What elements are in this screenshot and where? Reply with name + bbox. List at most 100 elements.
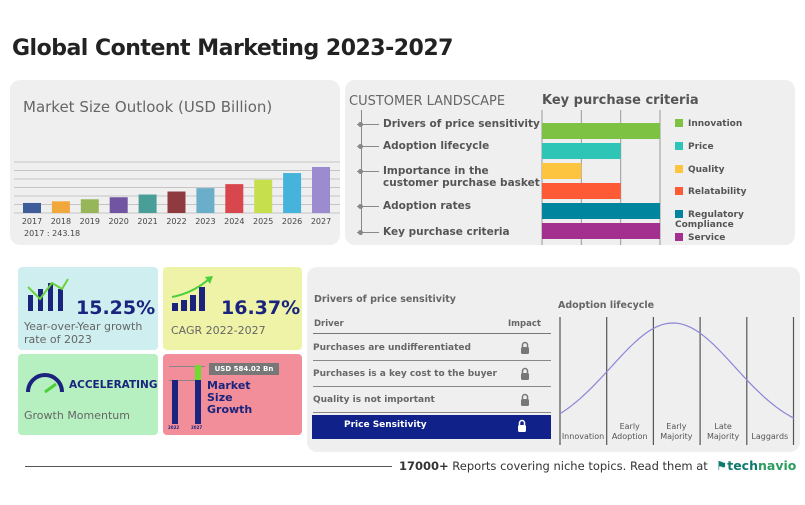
driver-label: Purchases are undifferentiated [313, 343, 471, 353]
bar-2027-growth [195, 365, 201, 380]
tree-branch [357, 146, 379, 147]
kpc-bar-regulatory-compliance [542, 203, 660, 219]
market-size-title: Market Size Outlook (USD Billion) [23, 98, 273, 116]
year-label: 2026 [281, 217, 303, 226]
bar-2024 [225, 184, 244, 213]
price-sensitivity-label: Price Sensitivity [344, 420, 427, 430]
bar-2022 [167, 191, 186, 213]
logo-part: tech [727, 458, 758, 473]
driver-label: Purchases is a key cost to the buyer [313, 369, 497, 379]
header-divider [313, 333, 551, 334]
year-label: 2019 [79, 217, 100, 226]
kpc-bar-service [542, 223, 660, 239]
bar-2025 [254, 179, 273, 213]
tree-node [358, 144, 363, 149]
stage-label: Innovation [561, 432, 605, 441]
tree-node [358, 169, 363, 174]
momentum-label: Growth Momentum [24, 409, 130, 422]
tree-node [358, 122, 363, 127]
lock-icon [521, 367, 529, 380]
lock-icon [521, 341, 529, 354]
stage-label: Laggards [751, 432, 789, 441]
bar-2017 [23, 202, 41, 213]
legend-swatch [675, 164, 683, 173]
year-label: 2023 [195, 217, 216, 226]
driver-row: Purchases are undifferentiated [313, 335, 551, 361]
cagr-card: 16.37% CAGR 2022-2027 [163, 267, 302, 350]
year-label: 2018 [50, 217, 72, 226]
lock-icon [518, 419, 526, 432]
legend-swatch [675, 119, 683, 127]
legend-label: Regulatory Compliance [675, 210, 744, 231]
price-sensitivity-row: Price Sensitivity [312, 415, 551, 439]
customer-landscape-item: Adoption rates [383, 200, 471, 212]
report-count: 17000+ [399, 459, 449, 473]
momentum-value: ACCELERATING [69, 379, 158, 391]
kpc-bar-relatability [542, 183, 621, 199]
bar-2027 [312, 167, 330, 213]
legend-label: Quality [688, 164, 725, 175]
cagr-label: CAGR 2022-2027 [171, 324, 266, 337]
yoy-label: Year-over-Year growth rate of 2023 [24, 320, 143, 346]
logo-flag-icon: ⚑ [716, 458, 728, 473]
yoy-value: 15.25% [76, 297, 156, 319]
bar-2020 [109, 197, 128, 213]
driver-row: Purchases is a key cost to the buyer [313, 361, 551, 387]
legend-item: Service [675, 233, 725, 243]
year-label: 2027 [310, 217, 332, 226]
legend-label: Relatability [688, 187, 747, 198]
year-label: 2025 [253, 217, 274, 226]
col-impact: Impact [508, 319, 541, 329]
year-end-label: 2027 [191, 425, 203, 430]
year-label: 2021 [137, 217, 158, 226]
legend-item: Innovation [675, 119, 742, 129]
legend-item: Price [675, 141, 714, 152]
legend-swatch [675, 141, 683, 150]
legend-swatch [675, 210, 683, 219]
market-growth-card: 2022 2027 USD 584.02 Bn Market Size Grow… [163, 354, 302, 435]
customer-landscape-item: Key purchase criteria [383, 226, 510, 238]
year-label: 2017 [21, 217, 43, 226]
kpc-bar-quality [542, 163, 582, 179]
legend-item: Relatability [675, 187, 746, 197]
adoption-curve-chart [559, 317, 795, 445]
legend-label: Innovation [688, 119, 743, 129]
page-title: Global Content Marketing 2023-2027 [12, 36, 453, 61]
stage-label: Early Majority [660, 422, 693, 441]
logo-part: navio [757, 458, 797, 473]
footer-message: Reports covering niche topics. Read them… [448, 459, 708, 473]
footer-text: 17000+ Reports covering niche topics. Re… [399, 459, 708, 473]
drivers-adoption-panel: Drivers of price sensitivity Driver Impa… [307, 267, 800, 452]
driver-label: Quality is not important [313, 395, 435, 405]
customer-landscape-title: CUSTOMER LANDSCAPE [349, 94, 506, 109]
growth-value: USD 584.02 Bn [209, 363, 279, 375]
technavio-logo[interactable]: ⚑technavio [716, 458, 796, 473]
legend-item: Quality [675, 164, 725, 175]
growth-arrow-icon [171, 276, 213, 311]
tree-node [358, 230, 363, 235]
tree-branch [357, 124, 379, 125]
legend-swatch [675, 233, 683, 241]
cagr-value: 16.37% [221, 297, 301, 319]
base-year-note: 2017 : 243.18 [24, 229, 81, 238]
stage-label: Late Majority [706, 422, 740, 441]
stage-label: Early Adoption [611, 422, 648, 441]
legend-label: Service [688, 233, 726, 243]
guide-line [169, 380, 199, 381]
legend-item: Regulatory Compliance [675, 210, 795, 230]
bar-2021 [138, 194, 157, 213]
kpc-bar-price [542, 143, 621, 159]
year-label: 2020 [108, 217, 129, 226]
bar-2019 [80, 199, 99, 213]
bar-2026 [283, 173, 302, 213]
legend-swatch [675, 187, 683, 196]
legend-label: Price [688, 141, 714, 152]
adoption-curve [559, 322, 795, 419]
speedometer-icon [26, 373, 64, 394]
growth-label: Market Size Growth [207, 379, 253, 416]
bar-2018 [51, 201, 70, 213]
kpc-bar-innovation [542, 123, 660, 139]
tree-branch [357, 171, 379, 172]
tree-branch [357, 206, 379, 207]
col-driver: Driver [314, 319, 344, 329]
